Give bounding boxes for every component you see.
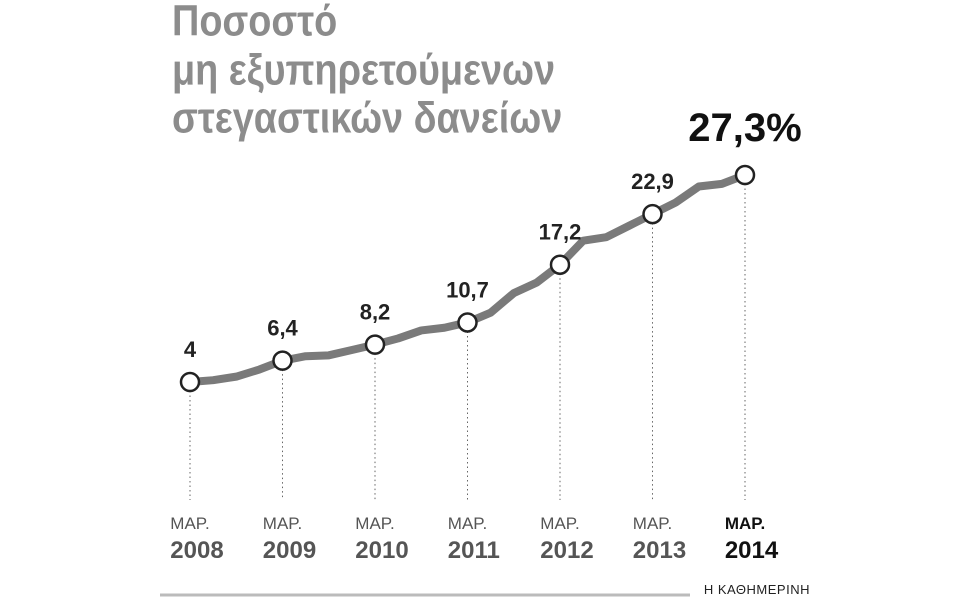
- marker: [457, 312, 478, 333]
- marker: [549, 254, 571, 275]
- x-tick-label: ΜΑΡ. 2012: [540, 514, 594, 564]
- x-tick-label: ΜΑΡ. 2008: [170, 514, 224, 564]
- x-tick-label: ΜΑΡ. 2013: [632, 514, 687, 564]
- marker: [272, 350, 293, 371]
- x-tick-label: ΜΑΡ. 2014: [724, 514, 779, 564]
- source: Η ΚΑΘΗΜΕΡΙΝΗ: [703, 582, 810, 597]
- chart-title: μη εξυπηρετούμενων: [172, 45, 555, 94]
- value-label: 22,9: [631, 169, 674, 194]
- chart-title: στεγαστικών δανείων: [172, 93, 562, 142]
- title-group: Ποσοστό μη εξυπηρετούμενων στεγαστικών δ…: [172, 0, 562, 142]
- value-label: 6,4: [267, 316, 298, 341]
- value-label: 4: [184, 337, 197, 362]
- value-label: 8,2: [360, 300, 391, 325]
- x-tick-label: ΜΑΡ. 2009: [262, 514, 317, 564]
- value-label: 10,7: [446, 277, 489, 302]
- x-tick-label: ΜΑΡ. 2011: [447, 514, 500, 564]
- x-tick-label: ΜΑΡ. 2010: [355, 514, 409, 564]
- value-label: 27,3%: [688, 106, 801, 150]
- chart-title: Ποσοστό: [172, 0, 337, 45]
- value-label: 17,2: [539, 220, 582, 245]
- marker: [734, 164, 756, 186]
- marker: [364, 334, 386, 355]
- marker: [642, 203, 663, 225]
- marker: [179, 371, 201, 393]
